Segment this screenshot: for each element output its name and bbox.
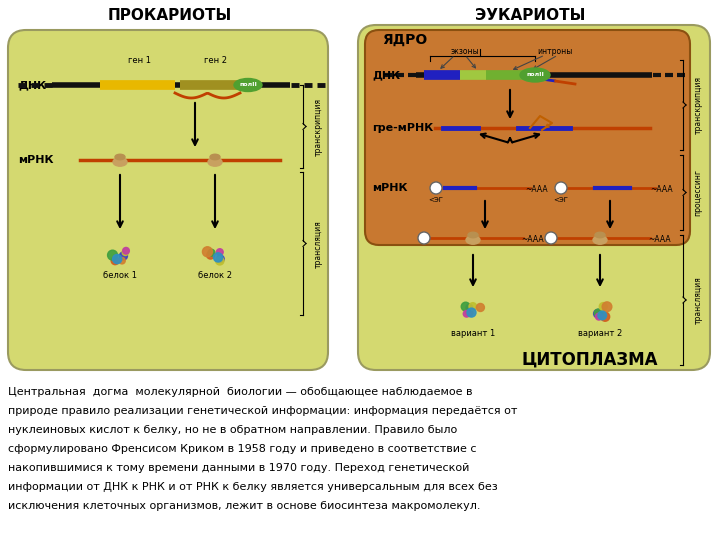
- Ellipse shape: [113, 158, 127, 166]
- Ellipse shape: [468, 232, 478, 238]
- Text: ПРОКАРИОТЫ: ПРОКАРИОТЫ: [108, 8, 232, 23]
- Text: транскрипция: транскрипция: [313, 98, 323, 156]
- Text: Центральная  догма  молекулярной  биологии — обобщающее наблюдаемое в: Центральная догма молекулярной биологии …: [8, 387, 472, 397]
- Text: мРНК: мРНК: [372, 183, 408, 193]
- Text: гре-мРНК: гре-мРНК: [372, 123, 433, 133]
- Circle shape: [463, 310, 470, 317]
- Circle shape: [107, 250, 117, 260]
- Ellipse shape: [520, 68, 550, 82]
- Ellipse shape: [234, 78, 262, 91]
- Text: сформулировано Френсисом Криком в 1958 году и приведено в соответствие с: сформулировано Френсисом Криком в 1958 г…: [8, 444, 477, 454]
- Text: ДНК: ДНК: [18, 80, 46, 90]
- Text: ЭУКАРИОТЫ: ЭУКАРИОТЫ: [474, 8, 585, 23]
- Text: природе правило реализации генетической информации: информация передаётся от: природе правило реализации генетической …: [8, 406, 518, 416]
- Circle shape: [119, 258, 125, 264]
- Text: ~AAA: ~AAA: [648, 234, 670, 244]
- Ellipse shape: [593, 236, 607, 244]
- Text: вариант 1: вариант 1: [451, 328, 495, 338]
- Text: мРНК: мРНК: [18, 155, 53, 165]
- Text: вариант 2: вариант 2: [578, 328, 622, 338]
- Ellipse shape: [466, 236, 480, 244]
- Text: <ЭГ: <ЭГ: [428, 197, 444, 203]
- Circle shape: [545, 232, 557, 244]
- Circle shape: [217, 255, 224, 262]
- Circle shape: [594, 309, 603, 317]
- Circle shape: [595, 313, 603, 320]
- Text: транскрипция: транскрипция: [693, 76, 703, 134]
- Ellipse shape: [595, 232, 605, 238]
- Text: накопившимися к тому времени данными в 1970 году. Переход генетической: накопившимися к тому времени данными в 1…: [8, 463, 469, 473]
- Circle shape: [593, 309, 602, 318]
- FancyBboxPatch shape: [358, 25, 710, 370]
- Circle shape: [217, 249, 223, 255]
- Circle shape: [215, 256, 224, 265]
- Circle shape: [466, 304, 473, 311]
- Circle shape: [600, 312, 610, 321]
- Ellipse shape: [208, 158, 222, 166]
- FancyBboxPatch shape: [365, 30, 690, 245]
- Text: нуклеиновых кислот к белку, но не в обратном направлении. Правило было: нуклеиновых кислот к белку, но не в обра…: [8, 425, 457, 435]
- Circle shape: [465, 309, 473, 316]
- Text: экзоны: экзоны: [451, 48, 480, 57]
- Circle shape: [602, 302, 612, 312]
- Circle shape: [598, 311, 606, 320]
- Text: <ЭГ: <ЭГ: [554, 197, 568, 203]
- Circle shape: [202, 247, 212, 257]
- Circle shape: [469, 302, 477, 310]
- Text: трансляция: трансляция: [313, 220, 323, 268]
- Ellipse shape: [115, 154, 125, 160]
- Text: полII: полII: [526, 72, 544, 78]
- Circle shape: [418, 232, 430, 244]
- Text: ~AAA: ~AAA: [525, 185, 548, 193]
- Text: трансляция: трансляция: [693, 276, 703, 324]
- Circle shape: [555, 182, 567, 194]
- Circle shape: [214, 253, 222, 262]
- Text: ЦИТОПЛАЗМА: ЦИТОПЛАЗМА: [522, 351, 658, 369]
- Circle shape: [430, 182, 442, 194]
- Circle shape: [207, 251, 215, 259]
- Text: белок 2: белок 2: [198, 271, 232, 280]
- Text: ~AAA: ~AAA: [650, 185, 672, 193]
- Circle shape: [599, 302, 607, 310]
- Text: ген 1: ген 1: [128, 56, 151, 65]
- Text: полII: полII: [239, 83, 257, 87]
- Text: ~AAA: ~AAA: [521, 234, 544, 244]
- Ellipse shape: [210, 154, 220, 160]
- Circle shape: [462, 302, 470, 311]
- Circle shape: [122, 249, 129, 255]
- Text: процессинг: процессинг: [693, 170, 703, 217]
- Text: интроны: интроны: [537, 48, 572, 57]
- Circle shape: [111, 256, 119, 265]
- Text: ген 2: ген 2: [204, 56, 227, 65]
- Text: исключения клеточных организмов, лежит в основе биосинтеза макромолекул.: исключения клеточных организмов, лежит в…: [8, 501, 480, 511]
- Circle shape: [112, 254, 122, 264]
- FancyBboxPatch shape: [8, 30, 328, 370]
- Circle shape: [467, 308, 476, 317]
- Circle shape: [477, 303, 485, 312]
- Circle shape: [208, 249, 215, 256]
- Circle shape: [120, 252, 127, 260]
- Text: ЯДРО: ЯДРО: [382, 33, 427, 47]
- Text: ДНК: ДНК: [372, 70, 400, 80]
- Circle shape: [122, 247, 130, 254]
- Text: информации от ДНК к РНК и от РНК к белку является универсальным для всех без: информации от ДНК к РНК и от РНК к белку…: [8, 482, 498, 492]
- Text: белок 1: белок 1: [103, 271, 137, 280]
